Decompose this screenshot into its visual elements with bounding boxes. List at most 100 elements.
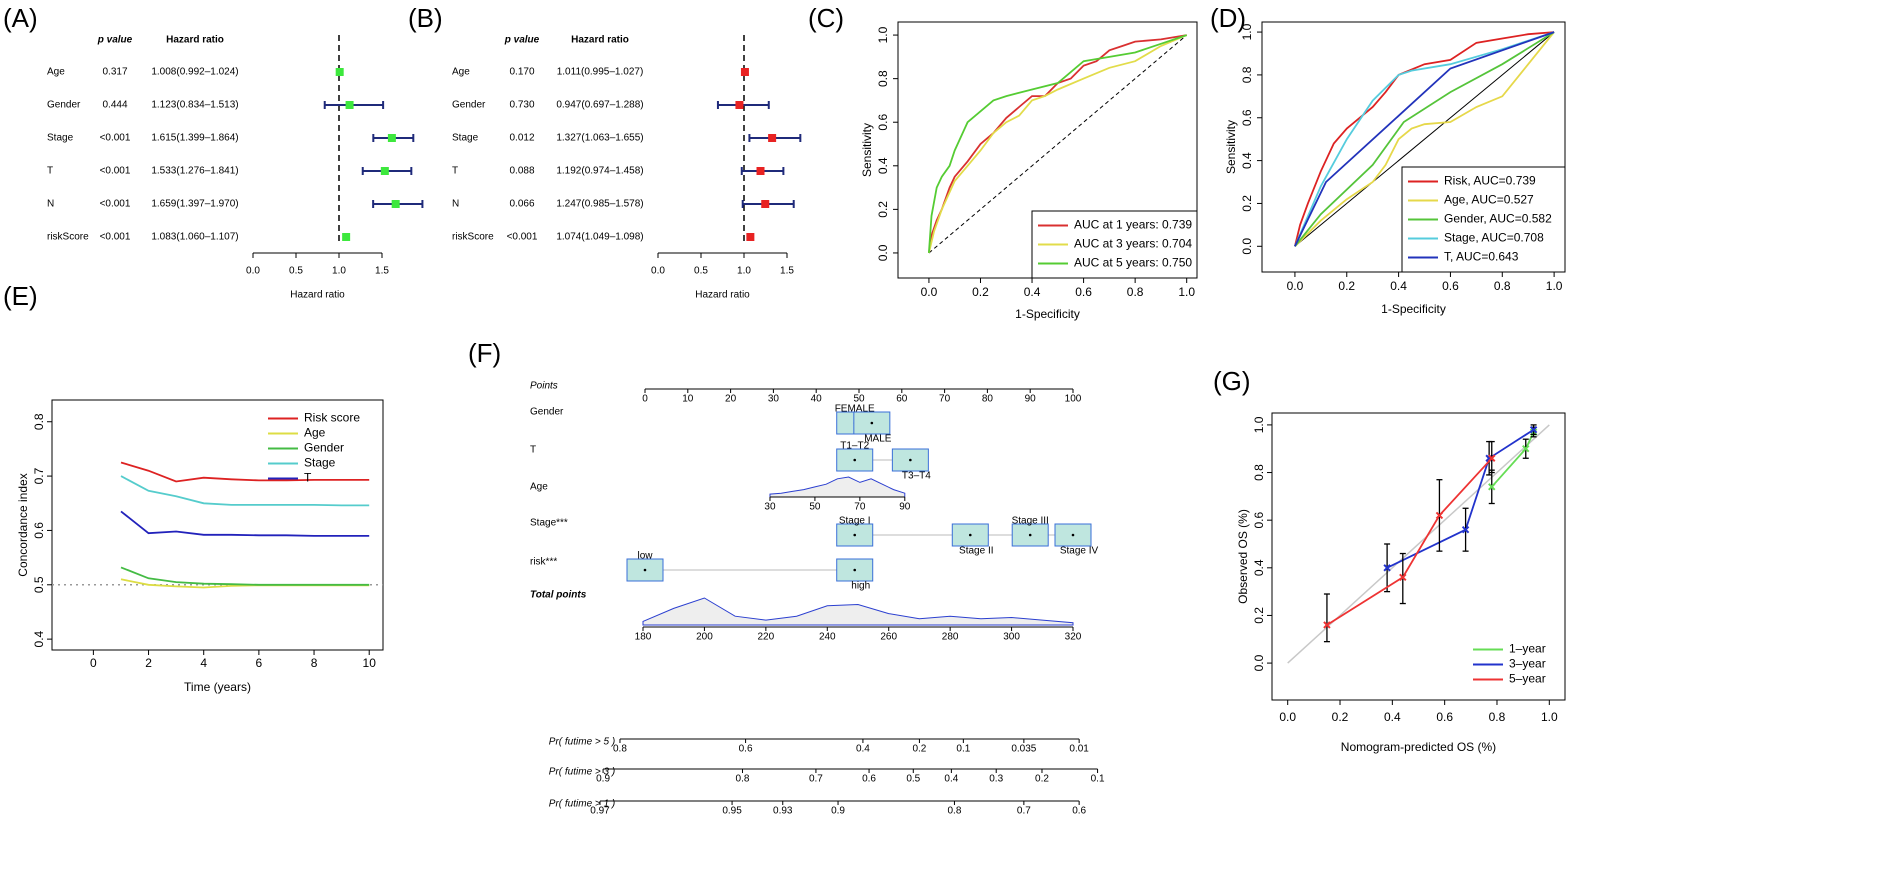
x-axis-label: Hazard ratio xyxy=(695,290,750,301)
x-tick-label: 1.0 xyxy=(737,266,751,277)
level-label: Stage IV xyxy=(1060,546,1099,557)
panel-label: (D) xyxy=(1210,3,1246,33)
panel-label: (G) xyxy=(1213,366,1251,396)
row-label: Gender xyxy=(530,407,564,418)
x-tick-label: 0.6 xyxy=(1075,285,1092,299)
p-value: <0.001 xyxy=(100,199,131,210)
probability-tick-label: 0.6 xyxy=(739,744,753,755)
panel-label: (E) xyxy=(3,281,38,311)
x-tick-label: 0.4 xyxy=(1390,279,1407,293)
x-tick-label: 0.2 xyxy=(972,285,989,299)
hazard-marker xyxy=(345,101,354,109)
series-line xyxy=(1294,31,1555,247)
age-tick-label: 70 xyxy=(854,502,866,513)
x-tick-label: 0.5 xyxy=(289,266,303,277)
x-tick-label: 4 xyxy=(200,656,207,670)
row-label: Pr( futime > 1 ) xyxy=(549,799,615,810)
hazard-marker xyxy=(342,233,351,241)
y-tick-label: 0.8 xyxy=(32,413,46,430)
probability-tick-label: 0.4 xyxy=(944,774,958,785)
x-tick-label: 2 xyxy=(145,656,152,670)
hazard-ratio-label: 1.192(0.974–1.458) xyxy=(556,166,643,177)
row-name: N xyxy=(452,199,459,210)
row-name: Stage xyxy=(452,133,479,144)
y-tick-label: 0.6 xyxy=(1240,109,1254,126)
diagonal-line xyxy=(1287,424,1550,664)
calibration-point xyxy=(1529,425,1538,434)
legend-label: Age, AUC=0.527 xyxy=(1444,193,1534,207)
y-tick-label: 1.0 xyxy=(876,26,890,43)
row-name: riskScore xyxy=(47,232,89,243)
calibration-point xyxy=(1383,564,1391,572)
x-axis-label: Hazard ratio xyxy=(290,290,345,301)
column-header: p value xyxy=(97,35,133,46)
x-tick-label: 1.5 xyxy=(375,266,389,277)
legend-label: Risk score xyxy=(304,411,360,425)
p-value: 0.088 xyxy=(509,166,534,177)
x-tick-label: 0.2 xyxy=(1332,710,1349,724)
x-tick-label: 0.0 xyxy=(1279,710,1296,724)
legend-label: 1–year xyxy=(1509,642,1546,656)
probability-tick-label: 0.6 xyxy=(862,774,876,785)
x-tick-label: 0.6 xyxy=(1442,279,1459,293)
legend-label: Age xyxy=(304,426,326,440)
level-dot xyxy=(853,458,857,462)
probability-tick-label: 0.9 xyxy=(831,806,845,817)
x-tick-label: 0.4 xyxy=(1024,285,1041,299)
x-tick-label: 0.0 xyxy=(651,266,665,277)
hazard-ratio-label: 1.659(1.397–1.970) xyxy=(151,199,238,210)
legend-label: T xyxy=(304,471,312,485)
x-tick-label: 1.0 xyxy=(1546,279,1563,293)
total-tick-label: 320 xyxy=(1065,632,1082,643)
legend-label: Stage, AUC=0.708 xyxy=(1444,231,1544,245)
row-label: Pr( futime > 5 ) xyxy=(549,737,615,748)
calibration-point xyxy=(1522,445,1530,453)
level-label: high xyxy=(851,581,870,592)
y-tick-label: 0.8 xyxy=(876,70,890,87)
points-tick-label: 0 xyxy=(642,394,648,405)
level-label: Stage II xyxy=(959,546,993,557)
legend-label: AUC at 5 years: 0.750 xyxy=(1074,256,1192,270)
x-tick-label: 0.0 xyxy=(921,285,938,299)
points-tick-label: 80 xyxy=(982,394,994,405)
level-label: low xyxy=(637,551,653,562)
total-tick-label: 260 xyxy=(880,632,897,643)
level-label: Stage I xyxy=(839,516,871,527)
x-tick-label: 1.0 xyxy=(332,266,346,277)
hazard-ratio-label: 1.008(0.992–1.024) xyxy=(151,67,238,78)
y-tick-label: 0.2 xyxy=(1252,607,1266,624)
legend-label: Risk, AUC=0.739 xyxy=(1444,174,1536,188)
series-line xyxy=(1294,31,1555,247)
y-tick-label: 1.0 xyxy=(1252,416,1266,433)
level-label: Stage III xyxy=(1012,516,1049,527)
x-tick-label: 0.6 xyxy=(1436,710,1453,724)
p-value: <0.001 xyxy=(100,133,131,144)
y-tick-label: 0.4 xyxy=(876,157,890,174)
x-axis-label: Nomogram-predicted OS (%) xyxy=(1341,740,1496,754)
points-tick-label: 30 xyxy=(768,394,780,405)
level-dot xyxy=(968,533,972,537)
probability-tick-label: 0.01 xyxy=(1069,744,1089,755)
row-name: Stage xyxy=(47,133,74,144)
hazard-marker xyxy=(746,233,755,241)
total-tick-label: 220 xyxy=(758,632,775,643)
total-tick-label: 200 xyxy=(696,632,713,643)
p-value: 0.317 xyxy=(102,67,127,78)
level-label: T3–T4 xyxy=(902,471,931,482)
points-tick-label: 100 xyxy=(1065,394,1082,405)
y-tick-label: 0.0 xyxy=(1252,654,1266,671)
row-name: Age xyxy=(452,67,470,78)
hazard-marker xyxy=(391,200,400,208)
diagonal-line xyxy=(928,34,1188,254)
series-line xyxy=(1294,31,1555,247)
y-tick-label: 0.6 xyxy=(876,114,890,131)
legend-label: 5–year xyxy=(1509,672,1546,686)
probability-tick-label: 0.1 xyxy=(1091,774,1105,785)
level-label: MALE xyxy=(864,434,892,445)
row-label: Total points xyxy=(530,590,587,601)
x-tick-label: 1.0 xyxy=(1541,710,1558,724)
x-tick-label: 0.4 xyxy=(1384,710,1401,724)
row-label: Pr( futime > 3 ) xyxy=(549,767,615,778)
level-dot xyxy=(870,421,874,425)
legend-label: AUC at 3 years: 0.704 xyxy=(1074,237,1192,251)
